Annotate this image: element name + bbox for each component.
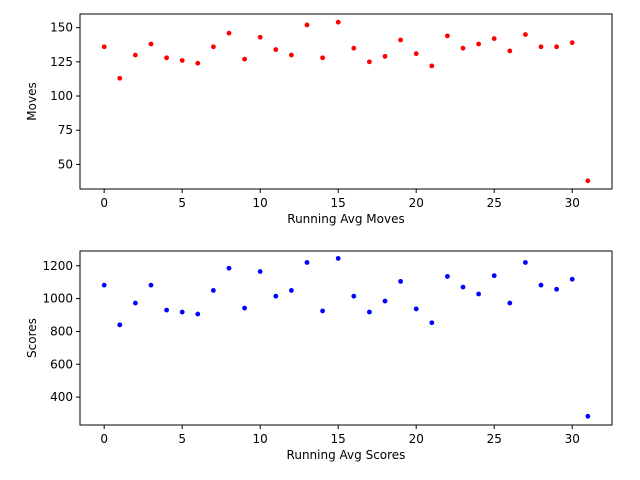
- scores-x-tick-label: 0: [100, 432, 108, 446]
- scores-point: [304, 260, 310, 265]
- scores-point: [476, 291, 482, 297]
- moves-point: [398, 37, 403, 43]
- moves-point: [304, 22, 310, 28]
- scores-point: [445, 274, 450, 279]
- moves-point: [413, 51, 419, 57]
- scores-plot-frame: [79, 250, 613, 426]
- moves-point: [257, 34, 263, 40]
- moves-plot-frame: [79, 13, 613, 190]
- moves-point: [585, 178, 591, 184]
- scores-point: [148, 282, 154, 288]
- scores-point: [585, 413, 591, 419]
- moves-point: [491, 36, 497, 42]
- scores-point: [195, 311, 201, 317]
- scores-x-tick-label: 20: [409, 432, 424, 446]
- scores-point: [460, 284, 466, 290]
- moves-x-tick-label: 30: [565, 196, 580, 210]
- moves-point: [320, 55, 325, 61]
- scores-point: [320, 308, 325, 314]
- moves-point: [132, 52, 138, 58]
- moves-x-axis-label: Running Avg Moves: [287, 212, 404, 226]
- scores-y-tick-label: 1200: [42, 259, 73, 273]
- moves-point: [164, 55, 169, 61]
- moves-point: [523, 32, 528, 37]
- scores-point: [273, 293, 279, 299]
- moves-point: [429, 63, 435, 69]
- scores-x-tick-label: 30: [565, 432, 580, 446]
- scores-point: [398, 278, 403, 284]
- moves-y-tick-label: 50: [58, 157, 73, 171]
- scores-point: [179, 309, 185, 315]
- scores-point: [289, 288, 294, 293]
- moves-point: [195, 60, 201, 66]
- moves-point: [569, 40, 575, 46]
- scores-x-tick-label: 15: [331, 432, 346, 446]
- scores-y-tick-label: 400: [50, 390, 73, 404]
- scores-point: [132, 300, 138, 306]
- moves-x-tick-label: 5: [178, 196, 186, 210]
- moves-point: [289, 52, 294, 58]
- moves-point: [476, 41, 482, 47]
- scores-x-tick-label: 25: [487, 432, 502, 446]
- scores-x-tick-label: 10: [253, 432, 268, 446]
- scores-y-tick-label: 1000: [42, 292, 73, 306]
- scores-point: [257, 269, 263, 274]
- scores-subplot: 0 5 10 15 20 25 30 400 600 800 1000 1200 Running Avg…: [25, 250, 613, 462]
- moves-point: [117, 75, 123, 81]
- scores-point: [429, 320, 435, 326]
- scores-point: [210, 288, 216, 293]
- moves-x-tick-label: 10: [253, 196, 268, 210]
- moves-point: [351, 45, 357, 51]
- moves-point: [538, 44, 544, 50]
- moves-y-axis-label: Moves: [25, 82, 39, 120]
- scores-point: [523, 260, 528, 265]
- moves-point: [367, 59, 372, 65]
- moves-point: [148, 41, 154, 47]
- moves-point: [242, 56, 247, 62]
- moves-point: [273, 47, 279, 52]
- scores-y-axis-label: Scores: [25, 318, 39, 358]
- moves-point: [554, 44, 560, 50]
- moves-y-tick-label: 100: [50, 89, 73, 103]
- moves-point: [226, 30, 232, 36]
- scores-point: [242, 305, 247, 311]
- moves-x-tick-label: 20: [409, 196, 424, 210]
- scores-point: [351, 293, 357, 299]
- scores-point: [538, 282, 544, 288]
- moves-point: [445, 33, 450, 39]
- moves-point: [179, 58, 185, 63]
- moves-point: [507, 48, 513, 54]
- scores-x-axis-label: Running Avg Scores: [287, 448, 406, 462]
- moves-subplot: 0 5 10 15 20 25 30 50 75 100 125 150 Running Avg Mov…: [25, 13, 613, 226]
- moves-point: [460, 45, 466, 51]
- scores-y-tick-label: 800: [50, 324, 73, 338]
- scores-point: [117, 322, 123, 328]
- moves-y-tick-label: 75: [58, 123, 73, 137]
- moves-x-tick-label: 15: [331, 196, 346, 210]
- moves-point: [335, 19, 341, 25]
- scores-point: [507, 300, 513, 306]
- scores-point: [382, 298, 388, 304]
- scores-point: [569, 276, 575, 282]
- moves-x-tick-label: 0: [100, 196, 108, 210]
- moves-y-tick-label: 150: [50, 21, 73, 35]
- moves-point: [382, 53, 388, 59]
- moves-point: [101, 44, 107, 50]
- scores-point: [101, 282, 107, 288]
- scores-point: [554, 286, 560, 292]
- moves-y-tick-label: 125: [50, 55, 73, 69]
- scores-point: [226, 265, 232, 271]
- scores-point: [335, 255, 341, 261]
- scores-point: [164, 307, 169, 313]
- moves-x-tick-label: 25: [487, 196, 502, 210]
- scores-y-tick-label: 600: [50, 357, 73, 371]
- scores-point: [491, 273, 497, 279]
- scores-point: [413, 306, 419, 312]
- scores-point: [367, 309, 372, 315]
- moves-point: [210, 44, 216, 50]
- scores-x-tick-label: 5: [178, 432, 186, 446]
